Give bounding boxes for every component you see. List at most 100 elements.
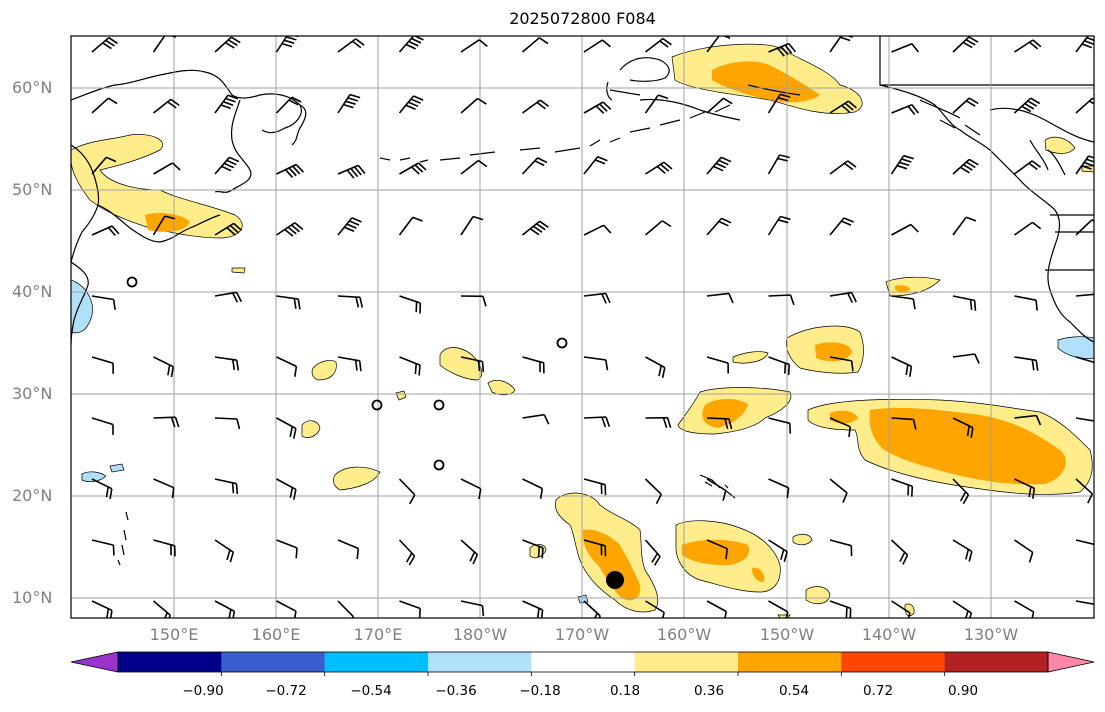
wind-barb [399, 600, 421, 618]
colorbar-tick-label: −0.72 [265, 683, 307, 699]
wind-barb [214, 539, 235, 563]
colorbar-tick-label: −0.18 [519, 683, 561, 699]
wind-barb [583, 292, 611, 304]
wind-barb [1014, 221, 1042, 236]
wind-barb [767, 93, 791, 114]
colorbar-segment [428, 652, 532, 672]
wind-barb [91, 97, 118, 114]
wind-barb [706, 600, 728, 618]
wind-barb [91, 417, 114, 435]
wind-barb [337, 356, 362, 372]
wind-barb [829, 539, 853, 557]
colorbar-extend-low [70, 651, 119, 673]
wind-barb [1075, 293, 1094, 297]
lat-label-40n: 40°N [12, 282, 53, 301]
colorbar-frame [117, 651, 1049, 673]
wind-barb [153, 162, 181, 175]
wind-barb [522, 413, 550, 425]
colorbar-tick-label: 0.54 [778, 683, 810, 699]
wind-barb [891, 43, 920, 53]
wind-barb [522, 220, 549, 236]
lat-label-50n: 50°N [12, 180, 53, 199]
wind-barb [891, 478, 914, 497]
wind-barb [337, 164, 366, 179]
wind-barb [890, 154, 914, 175]
lon-label-180w: 180°W [452, 625, 508, 644]
lon-label-150e: 150°E [149, 625, 199, 644]
wind-barb [1014, 295, 1038, 311]
lat-label-60n: 60°N [12, 78, 53, 97]
wind-barb [337, 295, 364, 308]
wind-barb [460, 295, 487, 307]
colorbar-segment [531, 652, 636, 672]
wind-barb [337, 539, 360, 559]
wind-barb [276, 356, 298, 377]
negative-contours [71, 279, 1094, 604]
wind-barb [1014, 356, 1039, 371]
wind-barb [214, 417, 241, 430]
wind-barb [91, 478, 113, 500]
lon-label-160e: 160°E [251, 625, 301, 644]
wind-barb [153, 539, 176, 557]
wind-barb [522, 99, 550, 114]
lat-label-20n: 20°N [12, 486, 53, 505]
wind-barb [829, 36, 853, 53]
wind-barb [1075, 36, 1094, 53]
wind-barb [952, 295, 977, 311]
wind-barb [1014, 414, 1042, 426]
wind-barb [644, 94, 669, 114]
wind-barb [521, 157, 548, 175]
wind-barb [706, 417, 733, 430]
wind-barb [214, 156, 240, 175]
wind-barb [952, 478, 970, 505]
wind-barb [829, 417, 851, 438]
wind-barb [583, 539, 607, 557]
wind-barb [952, 216, 977, 236]
wind-barb [91, 356, 114, 374]
wind-barb [706, 97, 733, 114]
wind-barb [1014, 160, 1041, 175]
wind-barb [768, 478, 790, 499]
wind-barb [214, 291, 243, 303]
wind-barb [399, 162, 427, 175]
wind-barb [522, 600, 544, 618]
wind-barb [645, 416, 672, 428]
wind-barb [644, 220, 672, 236]
colorbar-segment [324, 652, 429, 672]
colorbar-segment [944, 652, 1049, 672]
wind-barb [767, 215, 791, 236]
wind-barb [583, 224, 612, 236]
colorbar-tick-label: 0.18 [609, 683, 641, 699]
wind-barb [460, 356, 485, 372]
wind-barb [276, 600, 297, 618]
wind-barb [706, 539, 728, 560]
wind-barb [460, 478, 482, 500]
wind-barb [460, 97, 487, 114]
wind-barb [337, 217, 362, 236]
calm-circle [556, 337, 568, 349]
wind-barb [398, 36, 424, 53]
lon-label-140w: 140°W [861, 625, 917, 644]
coastlines [71, 36, 1094, 566]
wind-barb [768, 294, 795, 306]
colorbar-tick-label: −0.54 [350, 683, 392, 699]
lat-label-30n: 30°N [12, 384, 53, 403]
wind-barb [1075, 600, 1094, 605]
wind-barb [153, 98, 180, 114]
calm-circle [433, 399, 445, 411]
colorbar-segment [841, 652, 946, 672]
wind-barb [460, 539, 479, 565]
wind-barb [276, 163, 304, 178]
lon-label-170e: 170°E [353, 625, 403, 644]
wind-barb [829, 291, 857, 304]
wind-barb [398, 95, 424, 114]
wind-barb [460, 39, 488, 53]
wind-barb [644, 539, 661, 566]
wind-barb [91, 225, 120, 237]
wind-barb [891, 104, 920, 115]
wind-barb [460, 600, 485, 617]
lon-label-150w: 150°W [759, 625, 815, 644]
wind-barb [1014, 539, 1034, 563]
wind-barb [891, 417, 917, 430]
lon-label-130w: 130°W [963, 625, 1019, 644]
